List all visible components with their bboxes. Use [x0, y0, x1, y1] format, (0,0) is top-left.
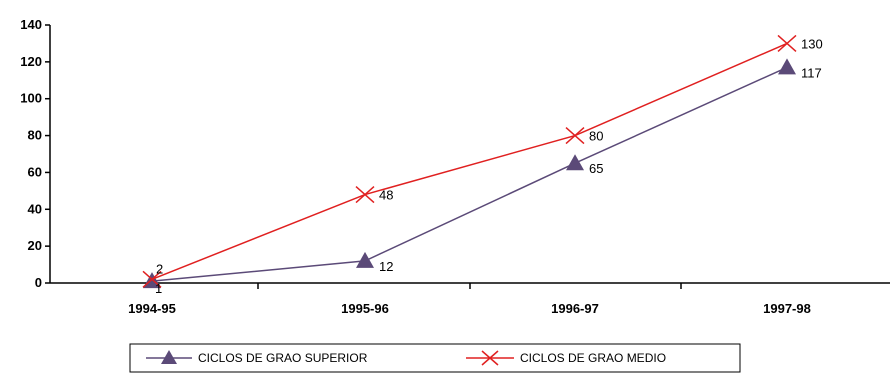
data-labels: 1 12 65 117 2 48 80 130	[155, 36, 823, 296]
x-tick-label: 1995-96	[341, 301, 389, 316]
legend-box	[129, 343, 741, 373]
y-tick-label: 20	[28, 238, 42, 253]
data-label: 48	[379, 188, 393, 203]
x-tick-label: 1996-97	[551, 301, 599, 316]
y-axis-ticks: 0 20 40 60 80 100 120 140	[20, 17, 50, 290]
x-tick-label: 1994-95	[128, 301, 176, 316]
data-label: 1	[155, 281, 162, 296]
legend-marker-triangle	[161, 350, 177, 364]
data-label: 117	[801, 65, 822, 80]
data-label: 80	[589, 129, 603, 144]
data-label: 12	[379, 259, 393, 274]
x-marker	[355, 185, 375, 204]
triangle-marker	[778, 58, 796, 75]
y-tick-label: 60	[28, 164, 42, 179]
series-layer	[142, 34, 797, 289]
triangle-marker	[356, 251, 374, 268]
data-label: 130	[801, 36, 823, 51]
y-tick-label: 100	[20, 91, 42, 106]
x-marker	[142, 270, 162, 288]
legend: CICLOS DE GRAO SUPERIOR CICLOS DE GRAO M…	[129, 343, 741, 373]
axes	[49, 25, 890, 284]
series-line-0	[151, 66, 788, 282]
triangle-marker	[566, 154, 584, 171]
y-tick-label: 140	[20, 17, 42, 32]
legend-label-medio: CICLOS DE GRAO MEDIO	[520, 351, 666, 365]
x-marker	[777, 34, 797, 52]
data-label: 2	[156, 261, 163, 276]
y-tick-label: 40	[28, 201, 42, 216]
y-tick-label: 120	[20, 54, 42, 69]
x-tick-label: 1997-98	[763, 301, 811, 316]
series-line-1	[151, 42, 788, 281]
y-tick-label: 80	[28, 128, 42, 143]
legend-marker-x	[481, 350, 499, 366]
x-marker	[565, 127, 585, 145]
x-axis-ticks: 1994-95 1995-96 1996-97 1997-98	[128, 283, 811, 316]
legend-label-superior: CICLOS DE GRAO SUPERIOR	[198, 351, 368, 365]
y-tick-label: 0	[35, 275, 42, 290]
data-label: 65	[589, 161, 603, 176]
